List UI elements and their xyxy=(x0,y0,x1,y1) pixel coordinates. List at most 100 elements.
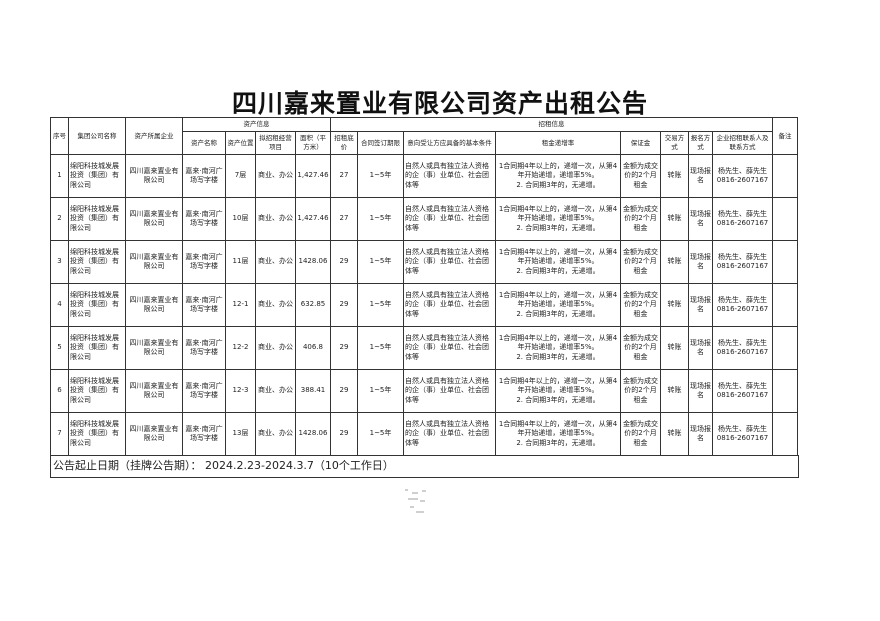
cell-seq: 4 xyxy=(50,283,69,327)
cell-conditions: 自然人或具有独立法人资格的企（事）业单位、社会团体等 xyxy=(403,369,496,413)
cell-group-company: 绵阳科技城发展投资（集团）有限公司 xyxy=(68,283,126,327)
header-owner: 资产所属企业 xyxy=(125,117,183,155)
cell-area: 406.8 xyxy=(295,326,331,370)
header-asset-name: 资产名称 xyxy=(182,131,226,155)
cell-deposit: 金额为成交价的2个月租金 xyxy=(620,240,661,284)
cell-group-company: 绵阳科技城发展投资（集团）有限公司 xyxy=(68,412,126,456)
cell-area: 1,427.46 xyxy=(295,197,331,241)
cell-signup: 现场报名 xyxy=(688,369,713,413)
cell-business: 商业、办公 xyxy=(255,197,296,241)
cell-asset-location: 12-3 xyxy=(225,369,256,413)
header-business: 拟招租经营项目 xyxy=(255,131,296,155)
cell-deposit: 金额为成交价的2个月租金 xyxy=(620,412,661,456)
cell-owner: 四川嘉来置业有限公司 xyxy=(125,154,183,198)
cell-base-price: 29 xyxy=(330,412,358,456)
header-trade: 交易方式 xyxy=(660,131,689,155)
header-asset-location: 资产位置 xyxy=(225,131,256,155)
cell-business: 商业、办公 xyxy=(255,412,296,456)
cell-group-company: 绵阳科技城发展投资（集团）有限公司 xyxy=(68,326,126,370)
cell-increase: 1合同期4年以上的，递增一次，从第4年开始递增，递增率5%。 2. 合同期3年的… xyxy=(495,240,621,284)
cell-deposit: 金额为成交价的2个月租金 xyxy=(620,369,661,413)
cell-deposit: 金额为成交价的2个月租金 xyxy=(620,197,661,241)
header-base-price: 招租底价 xyxy=(330,131,358,155)
cell-asset-name: 嘉来·南河广场写字楼 xyxy=(182,412,226,456)
cell-owner: 四川嘉来置业有限公司 xyxy=(125,326,183,370)
cell-area: 1428.06 xyxy=(295,412,331,456)
cell-base-price: 29 xyxy=(330,326,358,370)
cell-conditions: 自然人或具有独立法人资格的企（事）业单位、社会团体等 xyxy=(403,154,496,198)
cell-term: 1~5年 xyxy=(357,369,404,413)
cell-signup: 现场报名 xyxy=(688,154,713,198)
cell-remark xyxy=(772,369,798,413)
cell-signup: 现场报名 xyxy=(688,326,713,370)
cell-seq: 3 xyxy=(50,240,69,284)
cell-asset-name: 嘉来·南河广场写字楼 xyxy=(182,240,226,284)
cell-business: 商业、办公 xyxy=(255,283,296,327)
cell-base-price: 27 xyxy=(330,197,358,241)
cell-base-price: 29 xyxy=(330,369,358,413)
cell-trade: 转账 xyxy=(660,326,689,370)
cell-remark xyxy=(772,240,798,284)
table-row: 1 绵阳科技城发展投资（集团）有限公司 四川嘉来置业有限公司 嘉来·南河广场写字楼 7层… xyxy=(50,154,798,198)
cell-remark xyxy=(772,197,798,241)
cell-remark xyxy=(772,412,798,456)
cell-base-price: 27 xyxy=(330,154,358,198)
table-row: 3 绵阳科技城发展投资（集团）有限公司 四川嘉来置业有限公司 嘉来·南河广场写字楼 11… xyxy=(50,240,798,284)
header-lease-info: 招租信息 xyxy=(330,117,773,132)
cell-owner: 四川嘉来置业有限公司 xyxy=(125,283,183,327)
cell-contact: 杨先生、薛先生 0816-2607167 xyxy=(712,326,773,370)
cell-owner: 四川嘉来置业有限公司 xyxy=(125,240,183,284)
cell-trade: 转账 xyxy=(660,369,689,413)
cell-contact: 杨先生、薛先生 0816-2607167 xyxy=(712,197,773,241)
cell-increase: 1合同期4年以上的，递增一次，从第4年开始递增，递增率5%。 2. 合同期3年的… xyxy=(495,154,621,198)
cell-increase: 1合同期4年以上的，递增一次，从第4年开始递增，递增率5%。 2. 合同期3年的… xyxy=(495,326,621,370)
table-row: 6 绵阳科技城发展投资（集团）有限公司 四川嘉来置业有限公司 嘉来·南河广场写字楼 12… xyxy=(50,369,798,413)
header-signup: 报名方式 xyxy=(688,131,713,155)
cell-group-company: 绵阳科技城发展投资（集团）有限公司 xyxy=(68,240,126,284)
cell-deposit: 金额为成交价的2个月租金 xyxy=(620,283,661,327)
header-remark: 备注 xyxy=(772,117,798,155)
cell-trade: 转账 xyxy=(660,412,689,456)
cell-owner: 四川嘉来置业有限公司 xyxy=(125,412,183,456)
cell-seq: 5 xyxy=(50,326,69,370)
cell-business: 商业、办公 xyxy=(255,369,296,413)
cell-asset-location: 10层 xyxy=(225,197,256,241)
cell-base-price: 29 xyxy=(330,283,358,327)
cell-term: 1~5年 xyxy=(357,412,404,456)
cell-owner: 四川嘉来置业有限公司 xyxy=(125,197,183,241)
cell-area: 1,427.46 xyxy=(295,154,331,198)
cell-seq: 7 xyxy=(50,412,69,456)
cell-trade: 转账 xyxy=(660,240,689,284)
announcement-period: 公告起止日期（挂牌公告期）： 2024.2.23-2024.3.7（10个工作日… xyxy=(50,455,799,478)
cell-term: 1~5年 xyxy=(357,240,404,284)
cell-area: 1428.06 xyxy=(295,240,331,284)
cell-contact: 杨先生、薛先生 0816-2607167 xyxy=(712,283,773,327)
cell-contact: 杨先生、薛先生 0816-2607167 xyxy=(712,412,773,456)
header-deposit: 保证金 xyxy=(620,131,661,155)
cell-deposit: 金额为成交价的2个月租金 xyxy=(620,326,661,370)
cell-trade: 转账 xyxy=(660,283,689,327)
cell-term: 1~5年 xyxy=(357,283,404,327)
cell-contact: 杨先生、薛先生 0816-2607167 xyxy=(712,240,773,284)
cell-signup: 现场报名 xyxy=(688,283,713,327)
cell-seq: 2 xyxy=(50,197,69,241)
cell-trade: 转账 xyxy=(660,154,689,198)
header-term: 合同签订期限 xyxy=(357,131,404,155)
cell-term: 1~5年 xyxy=(357,326,404,370)
cell-owner: 四川嘉来置业有限公司 xyxy=(125,369,183,413)
cell-signup: 现场报名 xyxy=(688,412,713,456)
cell-base-price: 29 xyxy=(330,240,358,284)
cell-remark xyxy=(772,154,798,198)
cell-area: 388.41 xyxy=(295,369,331,413)
cell-business: 商业、办公 xyxy=(255,326,296,370)
cell-conditions: 自然人或具有独立法人资格的企（事）业单位、社会团体等 xyxy=(403,197,496,241)
cell-term: 1~5年 xyxy=(357,197,404,241)
cell-group-company: 绵阳科技城发展投资（集团）有限公司 xyxy=(68,154,126,198)
cell-remark xyxy=(772,326,798,370)
cell-business: 商业、办公 xyxy=(255,240,296,284)
cell-signup: 现场报名 xyxy=(688,197,713,241)
header-group-company: 集团公司名称 xyxy=(68,117,126,155)
cell-contact: 杨先生、薛先生 0816-2607167 xyxy=(712,154,773,198)
cell-business: 商业、办公 xyxy=(255,154,296,198)
cell-increase: 1合同期4年以上的，递增一次，从第4年开始递增，递增率5%。 2. 合同期3年的… xyxy=(495,369,621,413)
